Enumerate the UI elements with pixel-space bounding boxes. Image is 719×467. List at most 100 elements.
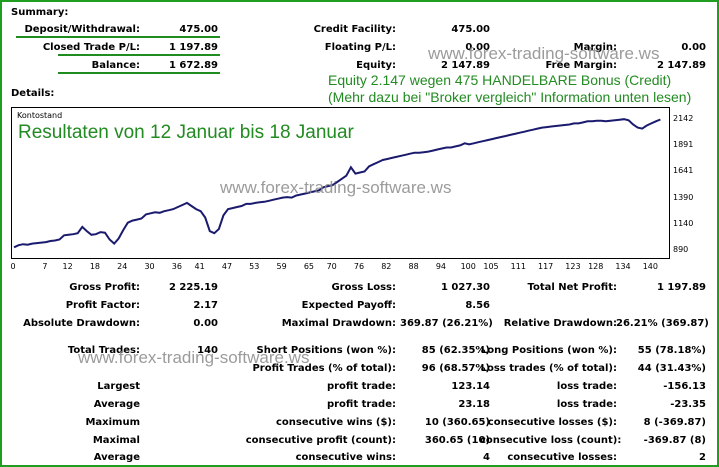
largest-loss-label: loss trade: (556, 381, 617, 392)
max-loss-label: consecutive loss (count): (480, 435, 622, 446)
watermark-text: www.forex-trading-software.ws (428, 44, 660, 63)
largest-label: Largest (97, 381, 140, 392)
watermark-text: www.forex-trading-software.ws (78, 348, 310, 367)
rel-drawdown-label: Relative Drawdown: (503, 318, 617, 329)
deposit-label: Deposit/Withdrawal: (24, 24, 140, 35)
average2-label: Average (93, 452, 140, 463)
balance-label: Balance: (91, 60, 140, 71)
x-tick-label: 7 (42, 262, 48, 271)
x-tick-label: 128 (588, 262, 604, 271)
total-net-label: Total Net Profit: (527, 282, 617, 293)
expected-payoff-label: Expected Payoff: (301, 300, 396, 311)
y-tick-label: 1390 (673, 192, 694, 202)
x-tick-label: 41 (194, 262, 205, 271)
y-tick-label: 1140 (673, 218, 694, 228)
abs-drawdown-value: 0.00 (193, 318, 218, 329)
x-tick-label: 0 (10, 262, 16, 271)
chart-legend: Kontostand (17, 111, 63, 120)
largest-profit-value: 123.14 (451, 381, 490, 392)
long-positions-label: Long Positions (won %): (480, 345, 617, 356)
maximal-label: Maximal (92, 435, 140, 446)
gross-loss-value: 1 027.30 (440, 282, 490, 293)
max-profit-value: 360.65 (10) (424, 435, 490, 446)
deposit-value: 475.00 (179, 24, 218, 35)
avg-profit-label: profit trade: (326, 399, 396, 410)
note-line-2: (Mehr dazu bei "Broker vergleich" Inform… (328, 89, 692, 105)
average-label: Average (93, 399, 140, 410)
max-drawdown-value: 369.87 (26.21%) (400, 318, 493, 329)
largest-profit-label: profit trade: (326, 381, 396, 392)
avg-loss-label: loss trade: (556, 399, 617, 410)
y-tick-label: 1891 (673, 140, 694, 150)
watermark-text: www.forex-trading-software.ws (220, 178, 452, 197)
profit-trades-value: 96 (68.57%) (421, 363, 490, 374)
free-margin-value: 2 147.89 (656, 60, 706, 71)
balance-chart-plot (13, 118, 661, 249)
x-tick-label: 123 (565, 262, 581, 271)
x-tick-label: 18 (89, 262, 101, 271)
summary-title: Summary: (11, 7, 69, 18)
avg-loss-value: -23.35 (670, 399, 706, 410)
details-title: Details: (11, 88, 55, 99)
profit-factor-value: 2.17 (193, 300, 218, 311)
x-tick-label: 59 (276, 262, 287, 271)
max-drawdown-label: Maximal Drawdown: (281, 318, 396, 329)
credit-label: Credit Facility: (313, 24, 396, 35)
avg-losses-label: consecutive losses: (507, 452, 617, 463)
equity-label: Equity: (356, 60, 396, 71)
x-tick-label: 30 (144, 262, 155, 271)
equity-value: 2 147.89 (440, 60, 490, 71)
max-wins-value: 10 (360.65) (424, 417, 490, 428)
x-tick-label: 94 (435, 262, 447, 271)
expected-payoff-value: 8.56 (465, 300, 490, 311)
x-tick-label: 111 (510, 262, 526, 271)
x-tick-label: 47 (221, 262, 233, 271)
rel-drawdown-value: 26.21% (369.87) (616, 318, 709, 329)
max-profit-label: consecutive profit (count): (245, 435, 396, 446)
y-tick-label: 890 (673, 244, 689, 254)
x-tick-label: 36 (171, 262, 182, 271)
max-loss-value: -369.87 (8) (643, 435, 706, 446)
credit-value: 475.00 (451, 24, 490, 35)
avg-wins-label: consecutive wins: (295, 452, 396, 463)
free-margin-label: Free Margin: (545, 60, 617, 71)
x-tick-label: 76 (353, 262, 365, 271)
gross-profit-value: 2 225.19 (168, 282, 218, 293)
balance-value: 1 672.89 (168, 60, 218, 71)
closed-pl-label: Closed Trade P/L: (42, 42, 140, 53)
summary-underline (16, 36, 220, 38)
y-tick-label: 1641 (673, 166, 694, 176)
avg-losses-value: 2 (699, 452, 706, 463)
avg-wins-value: 4 (483, 452, 490, 463)
balance-chart: Kontostand Resultaten von 12 Januar bis … (11, 107, 670, 259)
max-losses-value: 8 (-369.87) (643, 417, 706, 428)
profit-factor-label: Profit Factor: (65, 300, 140, 311)
floating-value: 0.00 (465, 42, 490, 53)
x-tick-label: 24 (117, 262, 128, 271)
summary-underline (58, 54, 220, 56)
x-tick-label: 140 (642, 262, 658, 271)
floating-label: Floating P/L: (324, 42, 396, 53)
x-tick-label: 12 (62, 262, 73, 271)
max-losses-label: consecutive losses ($): (487, 417, 617, 428)
gross-profit-label: Gross Profit: (69, 282, 140, 293)
short-positions-label: Short Positions (won %): (256, 345, 396, 356)
short-positions-value: 85 (62.35%) (421, 345, 490, 356)
largest-loss-value: -156.13 (663, 381, 706, 392)
x-tick-label: 53 (249, 262, 260, 271)
x-tick-label: 65 (303, 262, 314, 271)
gross-loss-label: Gross Loss: (331, 282, 396, 293)
summary-underline (58, 72, 220, 74)
note-line-1: Equity 2.147 wegen 475 HANDELBARE Bonus … (328, 72, 672, 88)
profit-trades-label: Profit Trades (% of total): (252, 363, 396, 374)
total-trades-value: 140 (197, 345, 218, 356)
x-tick-label: 105 (483, 262, 499, 271)
loss-trades-value: 44 (31.43%) (637, 363, 706, 374)
total-trades-label: Total Trades: (67, 345, 140, 356)
avg-profit-value: 23.18 (458, 399, 490, 410)
loss-trades-label: Loss trades (% of total): (480, 363, 617, 374)
x-tick-label: 117 (537, 262, 554, 271)
x-tick-label: 88 (408, 262, 419, 271)
x-tick-label: 134 (615, 262, 631, 271)
